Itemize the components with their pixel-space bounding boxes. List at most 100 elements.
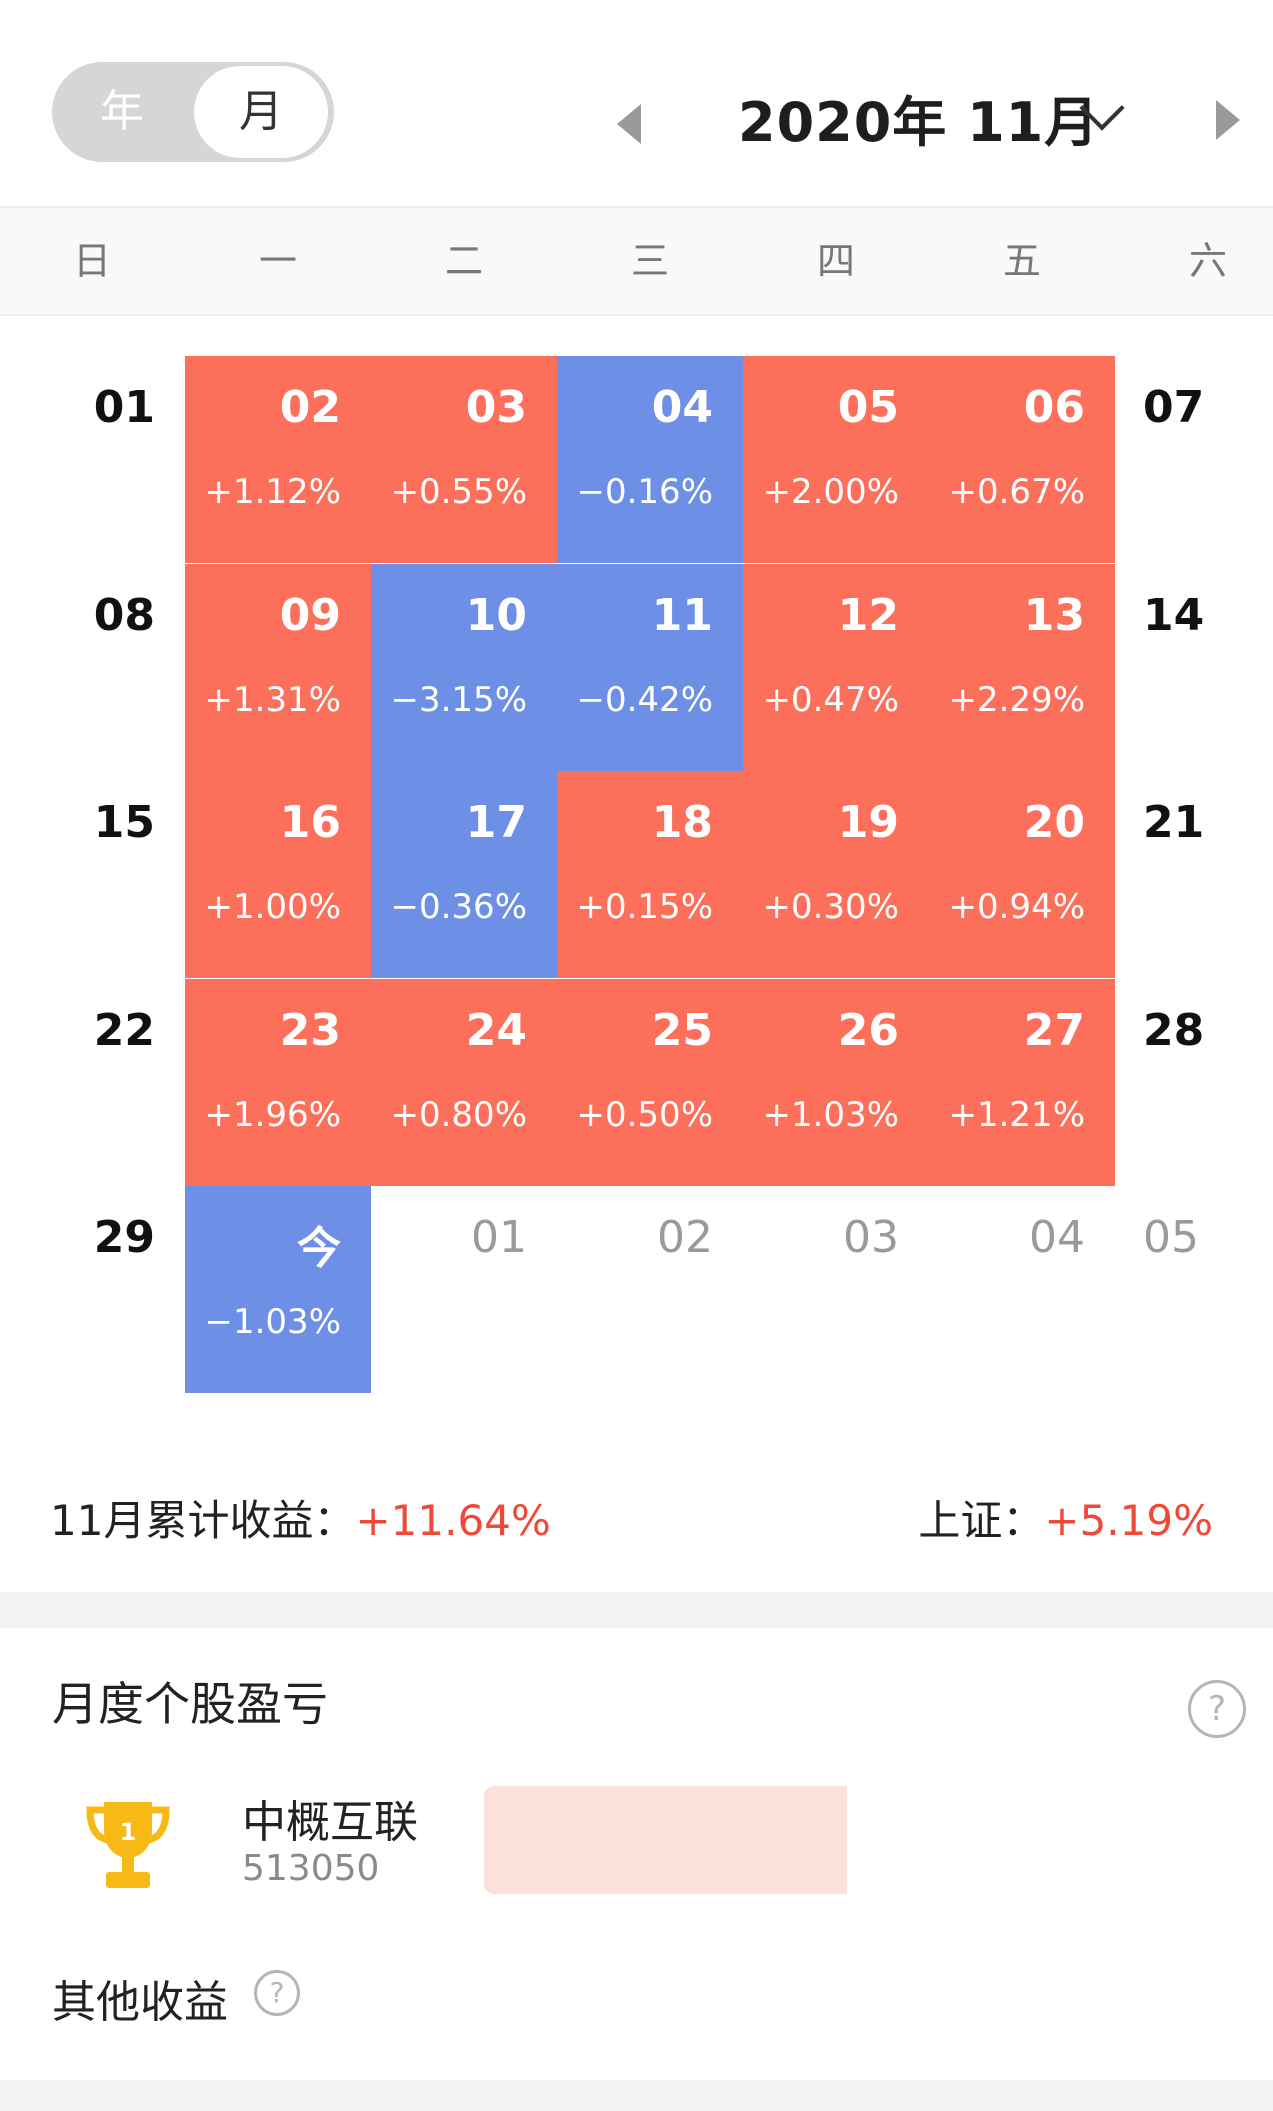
toggle-month-option[interactable]: 月 — [194, 66, 328, 158]
day-number: 15 — [93, 797, 155, 848]
calendar-day: 05 — [1115, 1186, 1215, 1393]
calendar-day-cell[interactable]: 24 +0.80% — [371, 979, 557, 1186]
day-number: 09 — [279, 590, 341, 641]
day-return-pct: +2.29% — [948, 680, 1086, 720]
calendar-day-cell[interactable]: 19 +0.30% — [743, 771, 929, 978]
day-number: 08 — [93, 590, 155, 641]
section-title: 月度个股盈亏 — [52, 1677, 328, 1731]
calendar-day-cell[interactable]: 13 +2.29% — [929, 564, 1115, 771]
bottom-divider — [0, 2080, 1273, 2111]
calendar-day-cell[interactable]: 11 −0.42% — [557, 564, 743, 771]
day-number: 22 — [93, 1005, 155, 1056]
day-number: 20 — [1023, 797, 1085, 848]
weekday-label: 五 — [1002, 239, 1041, 283]
calendar-day: 21 — [1115, 771, 1215, 978]
calendar-day: 02 — [557, 1186, 743, 1393]
day-number: 14 — [1143, 590, 1205, 641]
day-number: 23 — [279, 1005, 341, 1056]
day-number: 21 — [1143, 797, 1205, 848]
day-number: 25 — [651, 1005, 713, 1056]
calendar-day-cell[interactable]: 06 +0.67% — [929, 356, 1115, 563]
day-return-pct: −0.16% — [576, 472, 714, 512]
month-title[interactable]: 2020年 11月 — [738, 91, 1100, 154]
calendar-day: 01 — [0, 356, 185, 563]
day-number: 02 — [279, 382, 341, 433]
calendar-day: 15 — [0, 771, 185, 978]
day-return-pct: +0.30% — [762, 887, 900, 927]
calendar-day: 14 — [1115, 564, 1215, 771]
index-return-label: 上证： — [918, 1496, 1045, 1545]
trophy-icon: 1 — [86, 1802, 170, 1888]
calendar-day-cell[interactable]: 10 −3.15% — [371, 564, 557, 771]
calendar-day-cell[interactable]: 05 +2.00% — [743, 356, 929, 563]
day-return-pct: +0.80% — [390, 1095, 528, 1135]
stock-name[interactable]: 中概互联 — [242, 1797, 418, 1848]
trophy-rank: 1 — [120, 1818, 137, 1846]
day-number: 12 — [837, 590, 899, 641]
day-number: 今 — [297, 1223, 341, 1274]
calendar-day-cell[interactable]: 26 +1.03% — [743, 979, 929, 1186]
next-month-arrow-icon[interactable] — [1216, 100, 1240, 140]
day-number: 07 — [1143, 382, 1205, 433]
day-number: 05 — [1143, 1212, 1199, 1263]
day-return-pct: +0.47% — [762, 680, 900, 720]
section-divider — [0, 1592, 1273, 1628]
day-return-pct: +1.21% — [948, 1095, 1086, 1135]
month-return-value: +11.64% — [355, 1496, 551, 1545]
day-number: 05 — [837, 382, 899, 433]
calendar-day-cell[interactable]: 17 −0.36% — [371, 771, 557, 978]
day-number: 28 — [1143, 1005, 1205, 1056]
calendar-day-cell[interactable]: 02 +1.12% — [185, 356, 371, 563]
day-number: 16 — [279, 797, 341, 848]
day-return-pct: −3.15% — [390, 680, 528, 720]
calendar-day: 01 — [371, 1186, 557, 1393]
calendar-day-cell[interactable]: 27 +1.21% — [929, 979, 1115, 1186]
question-circle-icon[interactable]: ? — [254, 1970, 300, 2016]
day-return-pct: −1.03% — [204, 1302, 342, 1342]
calendar-day: 03 — [743, 1186, 929, 1393]
day-return-pct: +1.31% — [204, 680, 342, 720]
stock-return-bar-fill — [484, 1786, 847, 1894]
day-number: 04 — [651, 382, 713, 433]
index-return: 上证：+5.19% — [918, 1487, 1213, 1548]
day-number: 04 — [1029, 1212, 1085, 1263]
calendar-day: 22 — [0, 979, 185, 1186]
calendar-day-cell[interactable]: 03 +0.55% — [371, 356, 557, 563]
calendar-day-cell[interactable]: 23 +1.96% — [185, 979, 371, 1186]
day-return-pct: −0.36% — [390, 887, 528, 927]
day-number: 06 — [1023, 382, 1085, 433]
calendar-day: 08 — [0, 564, 185, 771]
calendar-day: 07 — [1115, 356, 1215, 563]
month-return-label: 11月累计收益： — [50, 1496, 356, 1545]
calendar-day-cell[interactable]: 12 +0.47% — [743, 564, 929, 771]
period-toggle[interactable]: 年 月 — [52, 62, 334, 162]
toggle-year-option[interactable]: 年 — [100, 86, 144, 137]
month-cumulative-return: 11月累计收益：+11.64% — [50, 1487, 551, 1548]
day-return-pct: +0.67% — [948, 472, 1086, 512]
weekday-label: 日 — [72, 239, 111, 283]
calendar-day-cell[interactable]: 18 +0.15% — [557, 771, 743, 978]
weekday-label: 一 — [258, 239, 297, 283]
day-return-pct: +2.00% — [762, 472, 900, 512]
calendar-day-cell[interactable]: 今 −1.03% — [185, 1186, 371, 1393]
day-return-pct: +1.12% — [204, 472, 342, 512]
calendar-day-cell[interactable]: 04 −0.16% — [557, 356, 743, 563]
day-number: 17 — [465, 797, 527, 848]
day-number: 24 — [465, 1005, 527, 1056]
calendar-day-cell[interactable]: 20 +0.94% — [929, 771, 1115, 978]
other-returns-title: 其他收益 — [52, 1977, 228, 2028]
question-circle-icon[interactable]: ? — [1188, 1680, 1246, 1738]
calendar-day-cell[interactable]: 25 +0.50% — [557, 979, 743, 1186]
day-number: 03 — [465, 382, 527, 433]
day-number: 10 — [465, 590, 527, 641]
day-return-pct: +0.50% — [576, 1095, 714, 1135]
day-return-pct: +1.03% — [762, 1095, 900, 1135]
day-number: 11 — [651, 590, 713, 641]
stock-return-bar — [484, 1786, 1224, 1894]
weekday-header: 日一二三四五六 — [0, 206, 1273, 316]
calendar-day: 04 — [929, 1186, 1115, 1393]
calendar-day-cell[interactable]: 09 +1.31% — [185, 564, 371, 771]
calendar-day-cell[interactable]: 16 +1.00% — [185, 771, 371, 978]
prev-month-arrow-icon[interactable] — [617, 104, 641, 144]
stock-code: 513050 — [242, 1848, 380, 1889]
